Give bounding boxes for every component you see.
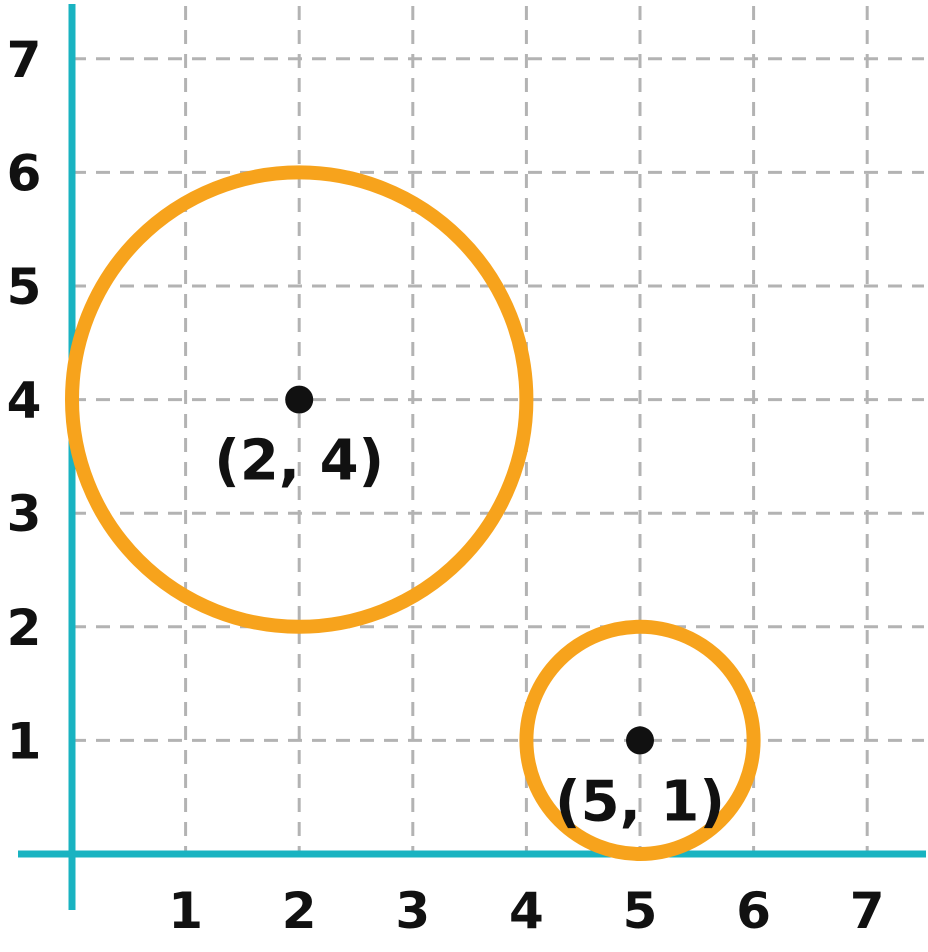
tick-labels: 1 2 3 4 5 6 7 1 2 3 4 5 6 7	[7, 31, 885, 940]
center-point-1	[285, 385, 314, 414]
circles	[65, 165, 761, 862]
x-tick-label: 6	[736, 882, 771, 940]
y-tick-label: 3	[7, 485, 42, 543]
x-tick-label: 5	[623, 882, 658, 940]
circle-1	[65, 165, 534, 634]
y-tick-label: 6	[7, 144, 42, 202]
center-label-2: (5, 1)	[555, 769, 725, 834]
y-tick-label: 2	[7, 599, 42, 657]
center-point-2	[626, 726, 654, 755]
x-tick-label: 2	[282, 882, 317, 940]
x-tick-label: 3	[395, 882, 430, 940]
center-label-1: (2, 4)	[214, 429, 384, 494]
x-tick-label: 4	[509, 882, 544, 940]
y-tick-label: 4	[7, 372, 42, 430]
axes	[18, 4, 926, 910]
x-tick-label: 1	[168, 882, 203, 940]
grid-lines	[72, 6, 924, 854]
x-tick-label: 7	[850, 882, 885, 940]
y-tick-label: 1	[7, 712, 42, 770]
y-tick-label: 7	[7, 31, 42, 89]
y-tick-label: 5	[7, 258, 42, 316]
point-labels: (2, 4) (5, 1)	[214, 429, 725, 835]
circle-2	[519, 619, 761, 862]
